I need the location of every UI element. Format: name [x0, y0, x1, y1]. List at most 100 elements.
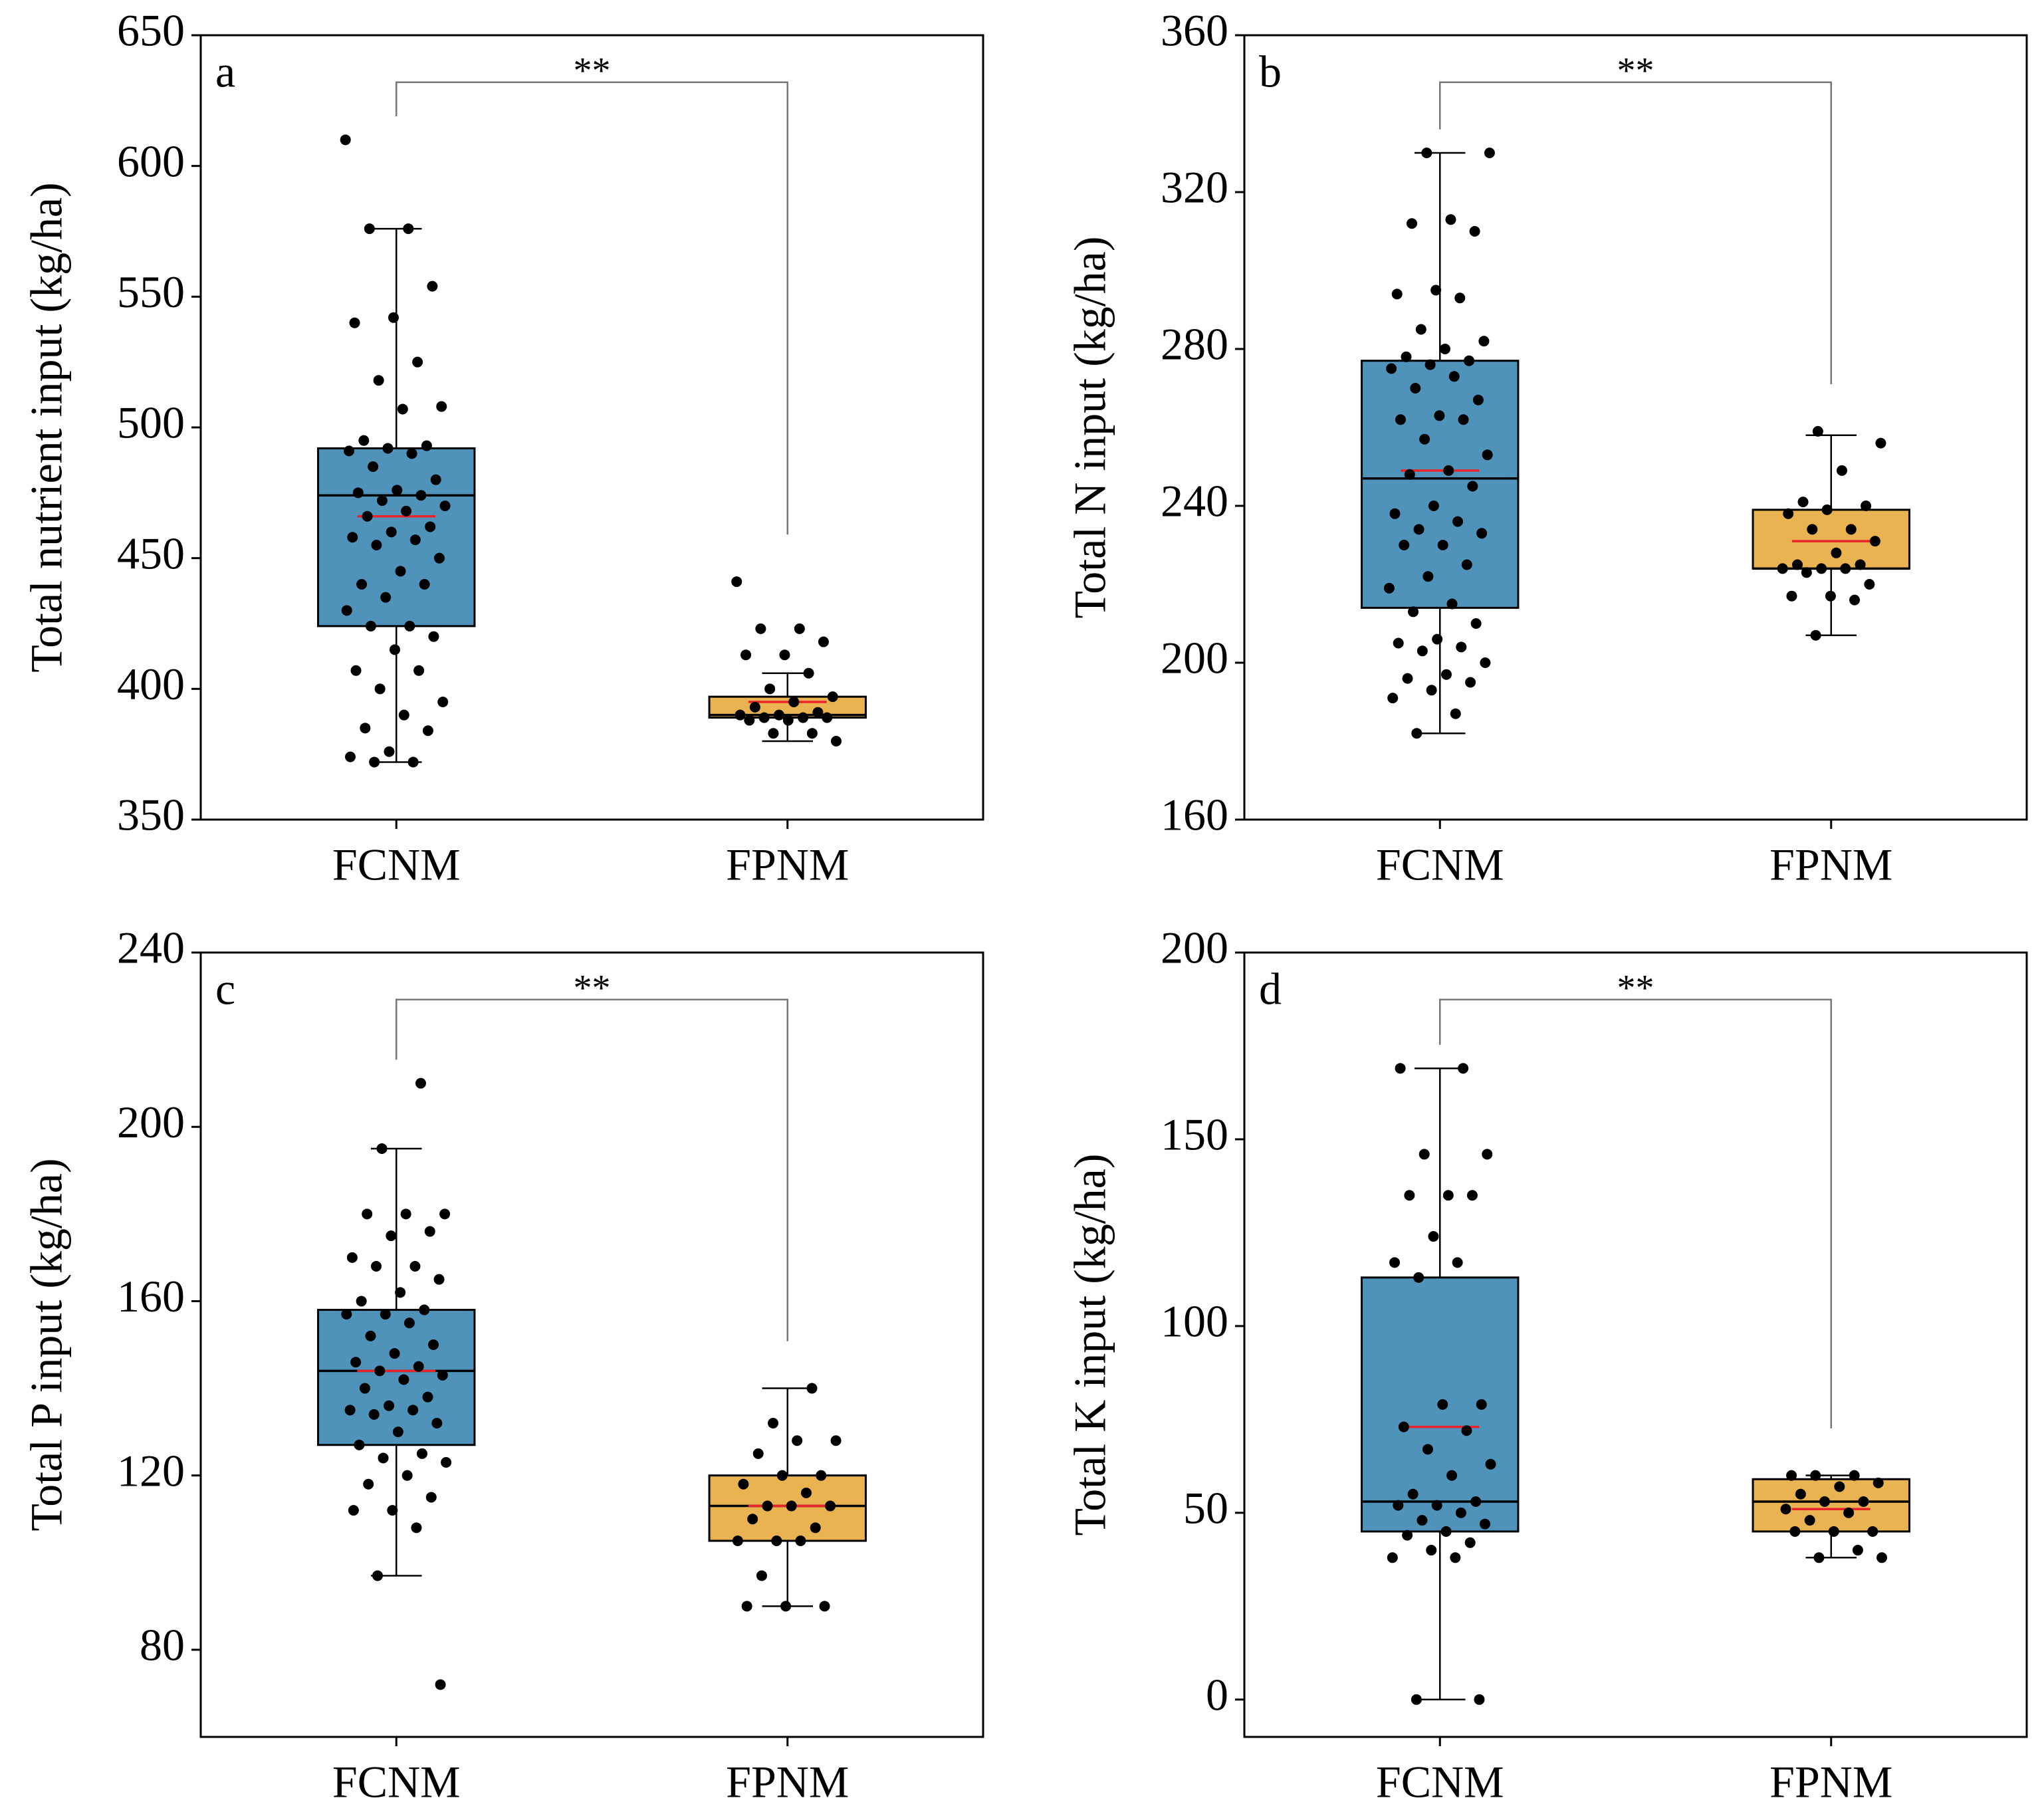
data-point	[773, 709, 784, 721]
data-point	[409, 1261, 421, 1272]
data-point	[1404, 1190, 1415, 1201]
y-tick-label: 450	[117, 528, 185, 578]
data-point	[354, 1439, 365, 1450]
data-point	[388, 312, 399, 323]
data-point	[1422, 571, 1434, 582]
data-point	[1415, 324, 1426, 335]
data-point	[1417, 1515, 1428, 1526]
data-point	[794, 623, 805, 634]
data-point	[373, 375, 384, 386]
data-point	[413, 665, 425, 676]
data-point	[435, 1679, 446, 1690]
data-point	[1389, 1257, 1401, 1268]
data-point	[350, 665, 362, 676]
data-point	[806, 728, 818, 739]
data-point	[1482, 449, 1493, 461]
data-point	[398, 709, 409, 721]
data-point	[425, 521, 436, 532]
data-point	[347, 532, 358, 543]
data-point	[1816, 563, 1827, 574]
data-point	[1440, 669, 1452, 680]
data-point	[371, 540, 382, 550]
data-point	[382, 443, 394, 454]
data-point	[1812, 425, 1823, 437]
data-point	[771, 1536, 782, 1546]
data-point	[431, 1418, 443, 1428]
panel: 0 50 100 150 200 Total K input (kg/ha) d FCNM FP…	[1065, 923, 2028, 1807]
data-point	[1834, 1481, 1845, 1492]
data-point	[1456, 641, 1467, 653]
data-point	[752, 1448, 764, 1459]
data-point	[1386, 363, 1397, 374]
data-point	[372, 1570, 384, 1581]
data-point	[428, 631, 439, 642]
data-point	[365, 1330, 376, 1341]
data-point	[1452, 1257, 1463, 1268]
data-point	[407, 1405, 419, 1416]
significance-bracket	[396, 81, 788, 535]
x-tick-label: FCNM	[332, 1757, 461, 1807]
data-point	[1876, 1552, 1888, 1563]
data-point	[369, 756, 380, 768]
y-tick-label: 150	[1161, 1109, 1228, 1160]
data-point	[749, 701, 760, 713]
data-point	[1464, 1537, 1476, 1548]
data-point	[1480, 657, 1491, 668]
data-point	[830, 1435, 842, 1446]
data-point	[419, 1304, 430, 1315]
data-point	[1843, 1507, 1855, 1518]
data-point	[1777, 563, 1788, 574]
data-point	[389, 644, 400, 655]
y-tick-label: 200	[1161, 923, 1228, 973]
plot-frame	[199, 951, 984, 1738]
data-point	[1478, 336, 1490, 347]
data-point	[795, 1536, 806, 1546]
y-tick-label: 120	[117, 1445, 185, 1496]
data-point	[798, 712, 809, 723]
data-point	[1780, 1504, 1791, 1515]
data-point	[1452, 516, 1464, 527]
data-point	[1845, 524, 1857, 535]
data-point	[1440, 1526, 1452, 1537]
data-point	[825, 1500, 836, 1512]
y-axis-label: Total N input (kg/ha)	[1065, 236, 1115, 618]
data-point	[380, 1309, 391, 1320]
data-point	[1446, 598, 1458, 610]
data-point	[740, 649, 752, 661]
x-tick-label: FPNM	[1769, 840, 1892, 890]
y-axis-label: Total P input (kg/ha)	[21, 1158, 72, 1531]
data-point	[1426, 1545, 1437, 1556]
data-point	[352, 487, 364, 499]
data-point	[1469, 226, 1480, 237]
data-point	[764, 683, 776, 695]
box	[1752, 1478, 1910, 1533]
panel-label: b	[1259, 47, 1282, 97]
data-point	[427, 281, 438, 292]
data-point	[404, 620, 415, 631]
data-point	[1485, 1458, 1496, 1470]
data-point	[378, 1452, 389, 1464]
data-point	[788, 697, 800, 707]
data-point	[389, 1348, 400, 1359]
data-point	[380, 592, 392, 603]
y-tick-label: 50	[1183, 1482, 1228, 1533]
data-point	[1389, 508, 1401, 519]
data-point	[1413, 1272, 1424, 1283]
data-point	[1480, 1518, 1491, 1530]
data-point	[731, 576, 742, 588]
data-point	[810, 1522, 821, 1534]
data-point	[768, 728, 779, 739]
data-point	[406, 448, 417, 459]
data-point	[779, 649, 790, 661]
y-tick-label: 500	[117, 398, 185, 448]
data-point	[421, 440, 432, 451]
significance-bracket	[1439, 81, 1832, 385]
data-point	[776, 1470, 788, 1481]
x-tick-label: FCNM	[1376, 840, 1504, 890]
data-point	[1402, 1530, 1413, 1541]
data-point	[1450, 708, 1461, 719]
panel-label: d	[1259, 964, 1282, 1014]
data-point	[1458, 1063, 1469, 1074]
data-point	[738, 1478, 749, 1490]
data-point	[786, 1500, 797, 1512]
